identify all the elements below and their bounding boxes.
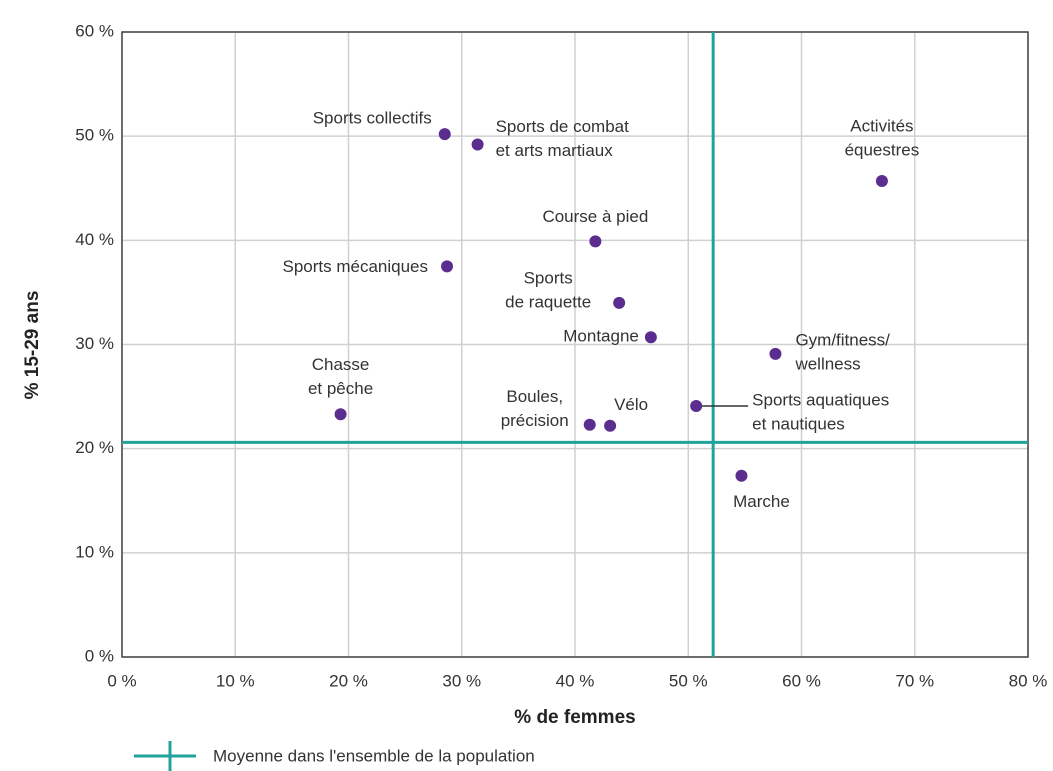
y-tick-label: 50 % xyxy=(75,126,114,145)
y-axis-title: % 15-29 ans xyxy=(22,291,43,400)
point-label: Sports de combat xyxy=(496,117,630,136)
x-tick-label: 80 % xyxy=(1009,671,1048,690)
point xyxy=(589,235,602,248)
point xyxy=(334,408,347,421)
legend-label: Moyenne dans l'ensemble de la population xyxy=(213,746,535,765)
point-label: Sports xyxy=(524,268,573,287)
point-label: et arts martiaux xyxy=(496,141,614,160)
point xyxy=(769,347,782,360)
y-tick-label: 20 % xyxy=(75,438,114,457)
y-tick-label: 0 % xyxy=(85,646,114,665)
point xyxy=(583,418,596,431)
point xyxy=(644,331,657,344)
point xyxy=(735,469,748,482)
point xyxy=(441,260,454,273)
point-label: Montagne xyxy=(563,327,639,346)
point xyxy=(690,399,703,412)
point xyxy=(438,128,451,141)
x-tick-label: 10 % xyxy=(216,671,255,690)
point-label: Chasse xyxy=(312,355,370,374)
point-label: Boules, xyxy=(506,387,563,406)
point xyxy=(875,174,888,187)
x-tick-label: 30 % xyxy=(442,671,481,690)
point-label: et nautiques xyxy=(752,414,845,433)
point-label: Marche xyxy=(733,492,790,511)
point-label: Sports collectifs xyxy=(313,109,432,128)
point-label: Vélo xyxy=(614,395,648,414)
x-tick-label: 0 % xyxy=(107,671,136,690)
y-tick-label: 10 % xyxy=(75,542,114,561)
point xyxy=(471,138,484,151)
x-tick-label: 50 % xyxy=(669,671,708,690)
point xyxy=(604,419,617,432)
point-label: équestres xyxy=(845,140,920,159)
y-tick-label: 40 % xyxy=(75,230,114,249)
x-tick-label: 40 % xyxy=(556,671,595,690)
x-tick-label: 60 % xyxy=(782,671,821,690)
point-label: de raquette xyxy=(505,292,591,311)
point-label: précision xyxy=(501,411,569,430)
point-label: Course à pied xyxy=(542,207,648,226)
point-label: Activités xyxy=(850,116,913,135)
y-tick-label: 30 % xyxy=(75,334,114,353)
point-label: Sports aquatiques xyxy=(752,390,889,409)
plot-frame xyxy=(121,31,1029,658)
y-tick-label: 60 % xyxy=(75,21,114,40)
point-label: Sports mécaniques xyxy=(282,257,428,276)
x-tick-label: 20 % xyxy=(329,671,368,690)
point-label: et pêche xyxy=(308,379,373,398)
point xyxy=(613,296,626,309)
point-label: Gym/fitness/ xyxy=(795,330,890,349)
point-label: wellness xyxy=(794,354,860,373)
x-axis-title: % de femmes xyxy=(514,707,635,728)
x-tick-label: 70 % xyxy=(895,671,934,690)
